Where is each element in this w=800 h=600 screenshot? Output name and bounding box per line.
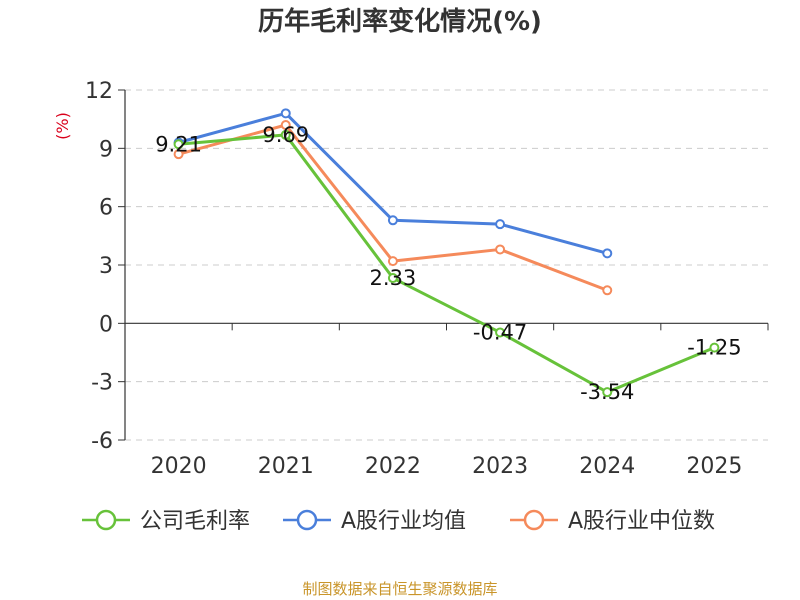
y-tick-label: 6	[99, 196, 113, 221]
data-point	[387, 215, 398, 226]
x-tick-label: 2020	[151, 454, 207, 479]
legend-marker	[523, 509, 545, 531]
x-tick-label: 2021	[258, 454, 314, 479]
legend[interactable]: 公司毛利率 A股行业均值 A股行业中位数	[82, 509, 715, 534]
data-point	[280, 129, 291, 140]
y-tick-label: -6	[91, 429, 113, 454]
series-line	[178, 133, 715, 394]
chart-title: 历年毛利率变化情况(%)	[258, 6, 542, 37]
data-point	[709, 342, 720, 353]
y-axis-unit-label: (%)	[53, 112, 72, 140]
data-point	[387, 256, 398, 267]
data-point	[280, 108, 291, 119]
data-point	[280, 120, 291, 130]
data-point	[173, 149, 184, 160]
data-labels: 9.21 9.69 2.33 -0.47 -3.54 -1.25	[155, 123, 741, 404]
data-point	[495, 219, 506, 230]
data-point	[495, 244, 506, 255]
y-tick-label: 9	[99, 137, 113, 162]
series-lines	[173, 108, 720, 398]
legend-label: A股行业中位数	[568, 509, 715, 534]
legend-label: 公司毛利率	[140, 509, 250, 534]
legend-item[interactable]: A股行业中位数	[510, 509, 715, 534]
data-point	[602, 248, 613, 259]
x-tick-label: 2023	[472, 454, 528, 479]
source-note: 制图数据来自恒生聚源数据库	[302, 580, 497, 598]
data-point	[602, 285, 613, 296]
x-tick-label: 2024	[579, 454, 635, 479]
data-label: 9.21	[155, 132, 202, 156]
y-tick-label: 0	[99, 312, 113, 337]
series-line	[178, 111, 608, 255]
legend-item[interactable]: 公司毛利率	[82, 509, 250, 534]
data-label: 2.33	[370, 266, 417, 290]
y-tick-label: 3	[99, 254, 113, 279]
data-point	[173, 139, 184, 150]
axes: 12 9 6 3 0 -3 -6 2020 2021 2022 2023 2024 2025	[85, 79, 769, 479]
legend-label: A股行业均值	[341, 509, 466, 534]
x-tick-label: 2025	[686, 454, 742, 479]
y-tick-label: 12	[85, 79, 113, 104]
data-point	[602, 387, 613, 398]
data-label: -1.25	[687, 336, 741, 360]
data-point	[387, 273, 398, 284]
legend-item[interactable]: A股行业均值	[283, 509, 466, 534]
x-tick-label: 2022	[365, 454, 421, 479]
data-label: 9.69	[262, 123, 309, 147]
data-point	[495, 327, 506, 338]
data-label: -3.54	[580, 380, 634, 404]
legend-marker	[296, 509, 318, 531]
data-label: -0.47	[473, 320, 527, 344]
legend-marker	[95, 509, 117, 531]
grid-lines	[125, 89, 768, 441]
y-tick-label: -3	[91, 371, 113, 396]
